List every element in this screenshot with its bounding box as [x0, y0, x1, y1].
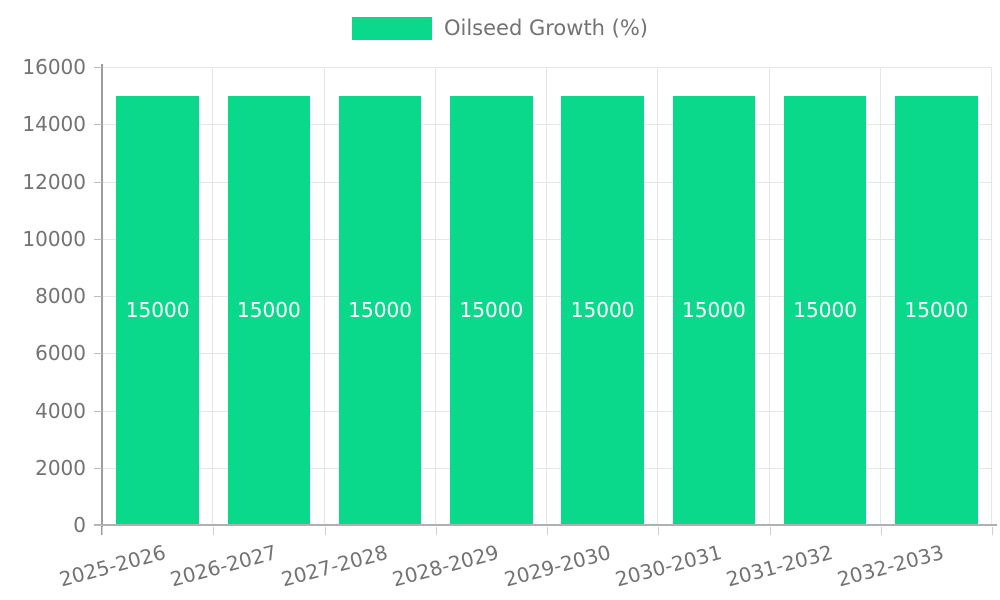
bar: 15000 [227, 95, 311, 525]
h-gridline [102, 410, 992, 412]
y-axis-tick-label: 0 [73, 513, 86, 537]
bar: 15000 [783, 95, 867, 525]
bar-value-label: 15000 [237, 298, 301, 323]
y-axis-tick-label: 16000 [22, 55, 86, 79]
bar: 15000 [895, 95, 978, 525]
v-gridline [212, 67, 214, 525]
y-tick-mark [94, 525, 102, 526]
x-tick-mark [102, 527, 103, 535]
y-axis-tick-label: 2000 [35, 455, 86, 480]
v-gridline [546, 67, 547, 525]
h-gridline [102, 296, 992, 297]
v-gridline [434, 67, 436, 525]
v-gridline [323, 67, 325, 525]
x-axis-tick-label: 2026-2027 [167, 540, 280, 592]
y-axis-tick-label: 10000 [22, 226, 86, 251]
x-axis-tick-label: 2029-2030 [501, 540, 613, 592]
y-tick-mark [94, 410, 102, 412]
legend-label: Oilseed Growth (%) [443, 16, 648, 40]
y-axis-labels: 0 2000 4000 6000 8000 10000 12000 14000 16000 [0, 57, 86, 535]
x-tick-mark [213, 527, 215, 535]
x-axis-tick-label: 2027-2028 [278, 540, 391, 592]
h-gridline [102, 181, 992, 183]
x-tick-mark [324, 527, 326, 535]
h-gridline [102, 124, 992, 126]
h-gridline [102, 353, 992, 355]
y-tick-mark [94, 238, 102, 240]
y-tick-mark [94, 181, 102, 183]
bar-value-label: 15000 [348, 298, 412, 323]
x-axis-labels: 2025-2026 2026-2027 2027-2028 2028-2029 2029… [56, 534, 992, 594]
bar-value-label: 15000 [570, 298, 635, 323]
h-gridline [102, 467, 992, 469]
x-axis-tick-label: 2032-2033 [835, 540, 947, 592]
y-axis-line [101, 64, 103, 535]
bar: 15000 [338, 95, 422, 525]
x-tick-mark [658, 527, 660, 535]
v-gridline [768, 67, 770, 525]
y-axis-tick-label: 8000 [35, 284, 86, 308]
y-tick-mark [94, 124, 102, 126]
bar-value-label: 15000 [125, 298, 190, 323]
x-tick-mark [769, 527, 771, 535]
v-gridline [991, 67, 992, 525]
v-gridline [879, 67, 881, 525]
h-gridline [102, 238, 992, 240]
x-axis-line [94, 524, 997, 526]
h-gridline [102, 67, 992, 68]
legend-swatch [351, 16, 432, 40]
x-tick-mark [547, 527, 548, 535]
y-tick-mark [94, 467, 102, 469]
y-tick-mark [94, 353, 102, 355]
bar: 15000 [116, 95, 199, 525]
x-axis-tick-label: 2030-2031 [612, 540, 725, 592]
y-tick-mark [94, 296, 102, 297]
plot-area: 15000 15000 15000 15000 15000 15000 15000 15000 [102, 67, 992, 525]
x-tick-mark [992, 527, 993, 535]
x-axis-tick-label: 2025-2026 [56, 540, 168, 592]
bar: 15000 [561, 95, 644, 525]
x-axis-tick-label: 2031-2032 [723, 540, 836, 592]
x-axis-tick-label: 2028-2029 [390, 540, 502, 592]
bar-value-label: 15000 [904, 298, 969, 323]
legend[interactable]: Oilseed Growth (%) [0, 16, 1000, 40]
v-gridline [657, 67, 659, 525]
bar-value-label: 15000 [682, 298, 746, 323]
x-tick-mark [435, 527, 437, 535]
bar: 15000 [672, 95, 756, 525]
y-tick-mark [94, 67, 102, 68]
x-tick-mark [880, 527, 882, 535]
bar: 15000 [450, 95, 533, 525]
y-axis-tick-label: 14000 [22, 112, 86, 137]
bar-value-label: 15000 [459, 298, 524, 323]
bar-value-label: 15000 [793, 298, 857, 323]
y-axis-tick-label: 4000 [35, 398, 86, 423]
y-axis-tick-label: 12000 [22, 169, 86, 194]
y-axis-tick-label: 6000 [35, 341, 86, 366]
